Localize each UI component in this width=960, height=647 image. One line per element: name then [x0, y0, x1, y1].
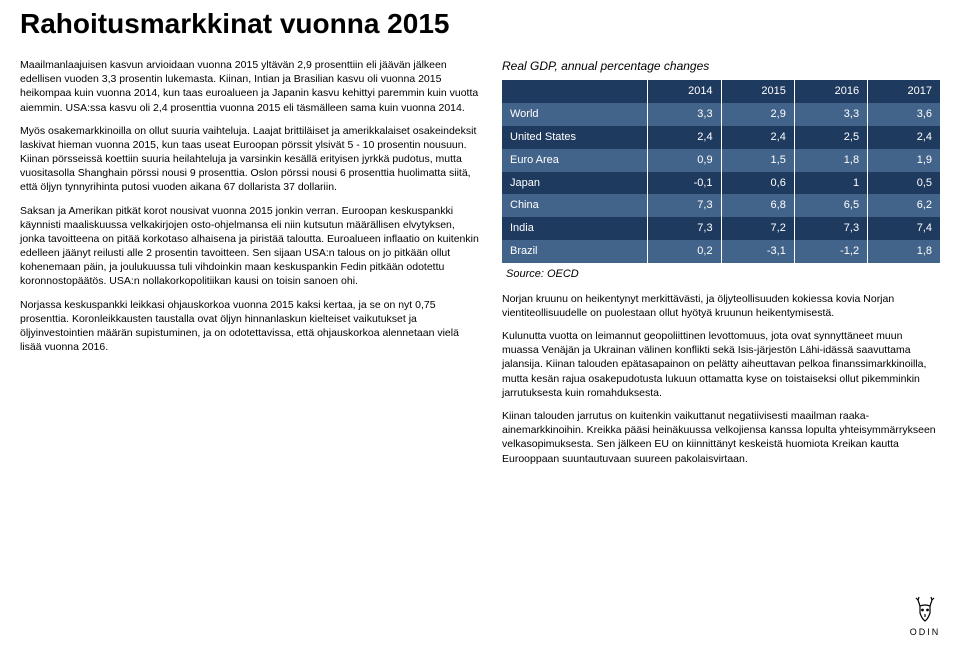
table-cell: -3,1: [721, 240, 794, 263]
table-cell: 0,9: [648, 149, 721, 172]
table-header-cell: 2017: [868, 80, 940, 103]
left-para: Maailmanlaajuisen kasvun arvioidaan vuon…: [20, 58, 480, 115]
table-cell: Brazil: [502, 240, 648, 263]
table-row: Brazil 0,2 -3,1 -1,2 1,8: [502, 240, 940, 263]
left-column: Maailmanlaajuisen kasvun arvioidaan vuon…: [20, 58, 480, 475]
table-cell: 2,9: [721, 103, 794, 126]
table-row: United States 2,4 2,4 2,5 2,4: [502, 126, 940, 149]
deer-icon: [908, 596, 942, 626]
table-cell: 2,4: [721, 126, 794, 149]
table-cell: China: [502, 194, 648, 217]
table-cell: 3,3: [648, 103, 721, 126]
table-title: Real GDP, annual percentage changes: [502, 58, 940, 74]
table-row: World 3,3 2,9 3,3 3,6: [502, 103, 940, 126]
table-cell: 7,4: [868, 217, 940, 240]
table-cell: 1,5: [721, 149, 794, 172]
table-cell: -1,2: [794, 240, 867, 263]
table-cell: 7,2: [721, 217, 794, 240]
table-cell: 1,9: [868, 149, 940, 172]
right-para: Kiinan talouden jarrutus on kuitenkin va…: [502, 409, 940, 466]
right-para: Norjan kruunu on heikentynyt merkittäväs…: [502, 292, 940, 320]
table-header-row: 2014 2015 2016 2017: [502, 80, 940, 103]
table-cell: 0,6: [721, 172, 794, 195]
table-cell: 2,5: [794, 126, 867, 149]
table-cell: 6,5: [794, 194, 867, 217]
table-cell: 2,4: [868, 126, 940, 149]
table-row: China 7,3 6,8 6,5 6,2: [502, 194, 940, 217]
table-cell: India: [502, 217, 648, 240]
table-cell: 6,2: [868, 194, 940, 217]
table-cell: 0,5: [868, 172, 940, 195]
table-header-cell: 2015: [721, 80, 794, 103]
table-header-cell: [502, 80, 648, 103]
table-row: Japan -0,1 0,6 1 0,5: [502, 172, 940, 195]
table-cell: 6,8: [721, 194, 794, 217]
logo-text: ODIN: [908, 627, 942, 637]
right-column: Real GDP, annual percentage changes 2014…: [502, 58, 940, 475]
left-para: Myös osakemarkkinoilla on ollut suuria v…: [20, 124, 480, 195]
table-cell: United States: [502, 126, 648, 149]
table-cell: 3,6: [868, 103, 940, 126]
table-row: Euro Area 0,9 1,5 1,8 1,9: [502, 149, 940, 172]
content-columns: Maailmanlaajuisen kasvun arvioidaan vuon…: [20, 58, 940, 475]
table-cell: World: [502, 103, 648, 126]
table-source: Source: OECD: [506, 267, 940, 282]
left-para: Norjassa keskuspankki leikkasi ohjauskor…: [20, 298, 480, 355]
table-body: World 3,3 2,9 3,3 3,6 United States 2,4 …: [502, 103, 940, 263]
table-cell: 0,2: [648, 240, 721, 263]
table-cell: 1,8: [794, 149, 867, 172]
table-cell: 7,3: [794, 217, 867, 240]
table-header-cell: 2014: [648, 80, 721, 103]
table-cell: 1: [794, 172, 867, 195]
table-cell: 2,4: [648, 126, 721, 149]
table-header-cell: 2016: [794, 80, 867, 103]
left-para: Saksan ja Amerikan pitkät korot nousivat…: [20, 204, 480, 289]
table-cell: -0,1: [648, 172, 721, 195]
table-cell: 1,8: [868, 240, 940, 263]
table-cell: 7,3: [648, 194, 721, 217]
table-row: India 7,3 7,2 7,3 7,4: [502, 217, 940, 240]
right-para: Kulunutta vuotta on leimannut geopoliitt…: [502, 329, 940, 400]
gdp-table: 2014 2015 2016 2017 World 3,3 2,9 3,3 3,…: [502, 80, 940, 263]
odin-logo: ODIN: [908, 596, 942, 637]
table-cell: Japan: [502, 172, 648, 195]
page-title: Rahoitusmarkkinat vuonna 2015: [20, 8, 940, 40]
table-cell: Euro Area: [502, 149, 648, 172]
table-cell: 3,3: [794, 103, 867, 126]
table-cell: 7,3: [648, 217, 721, 240]
